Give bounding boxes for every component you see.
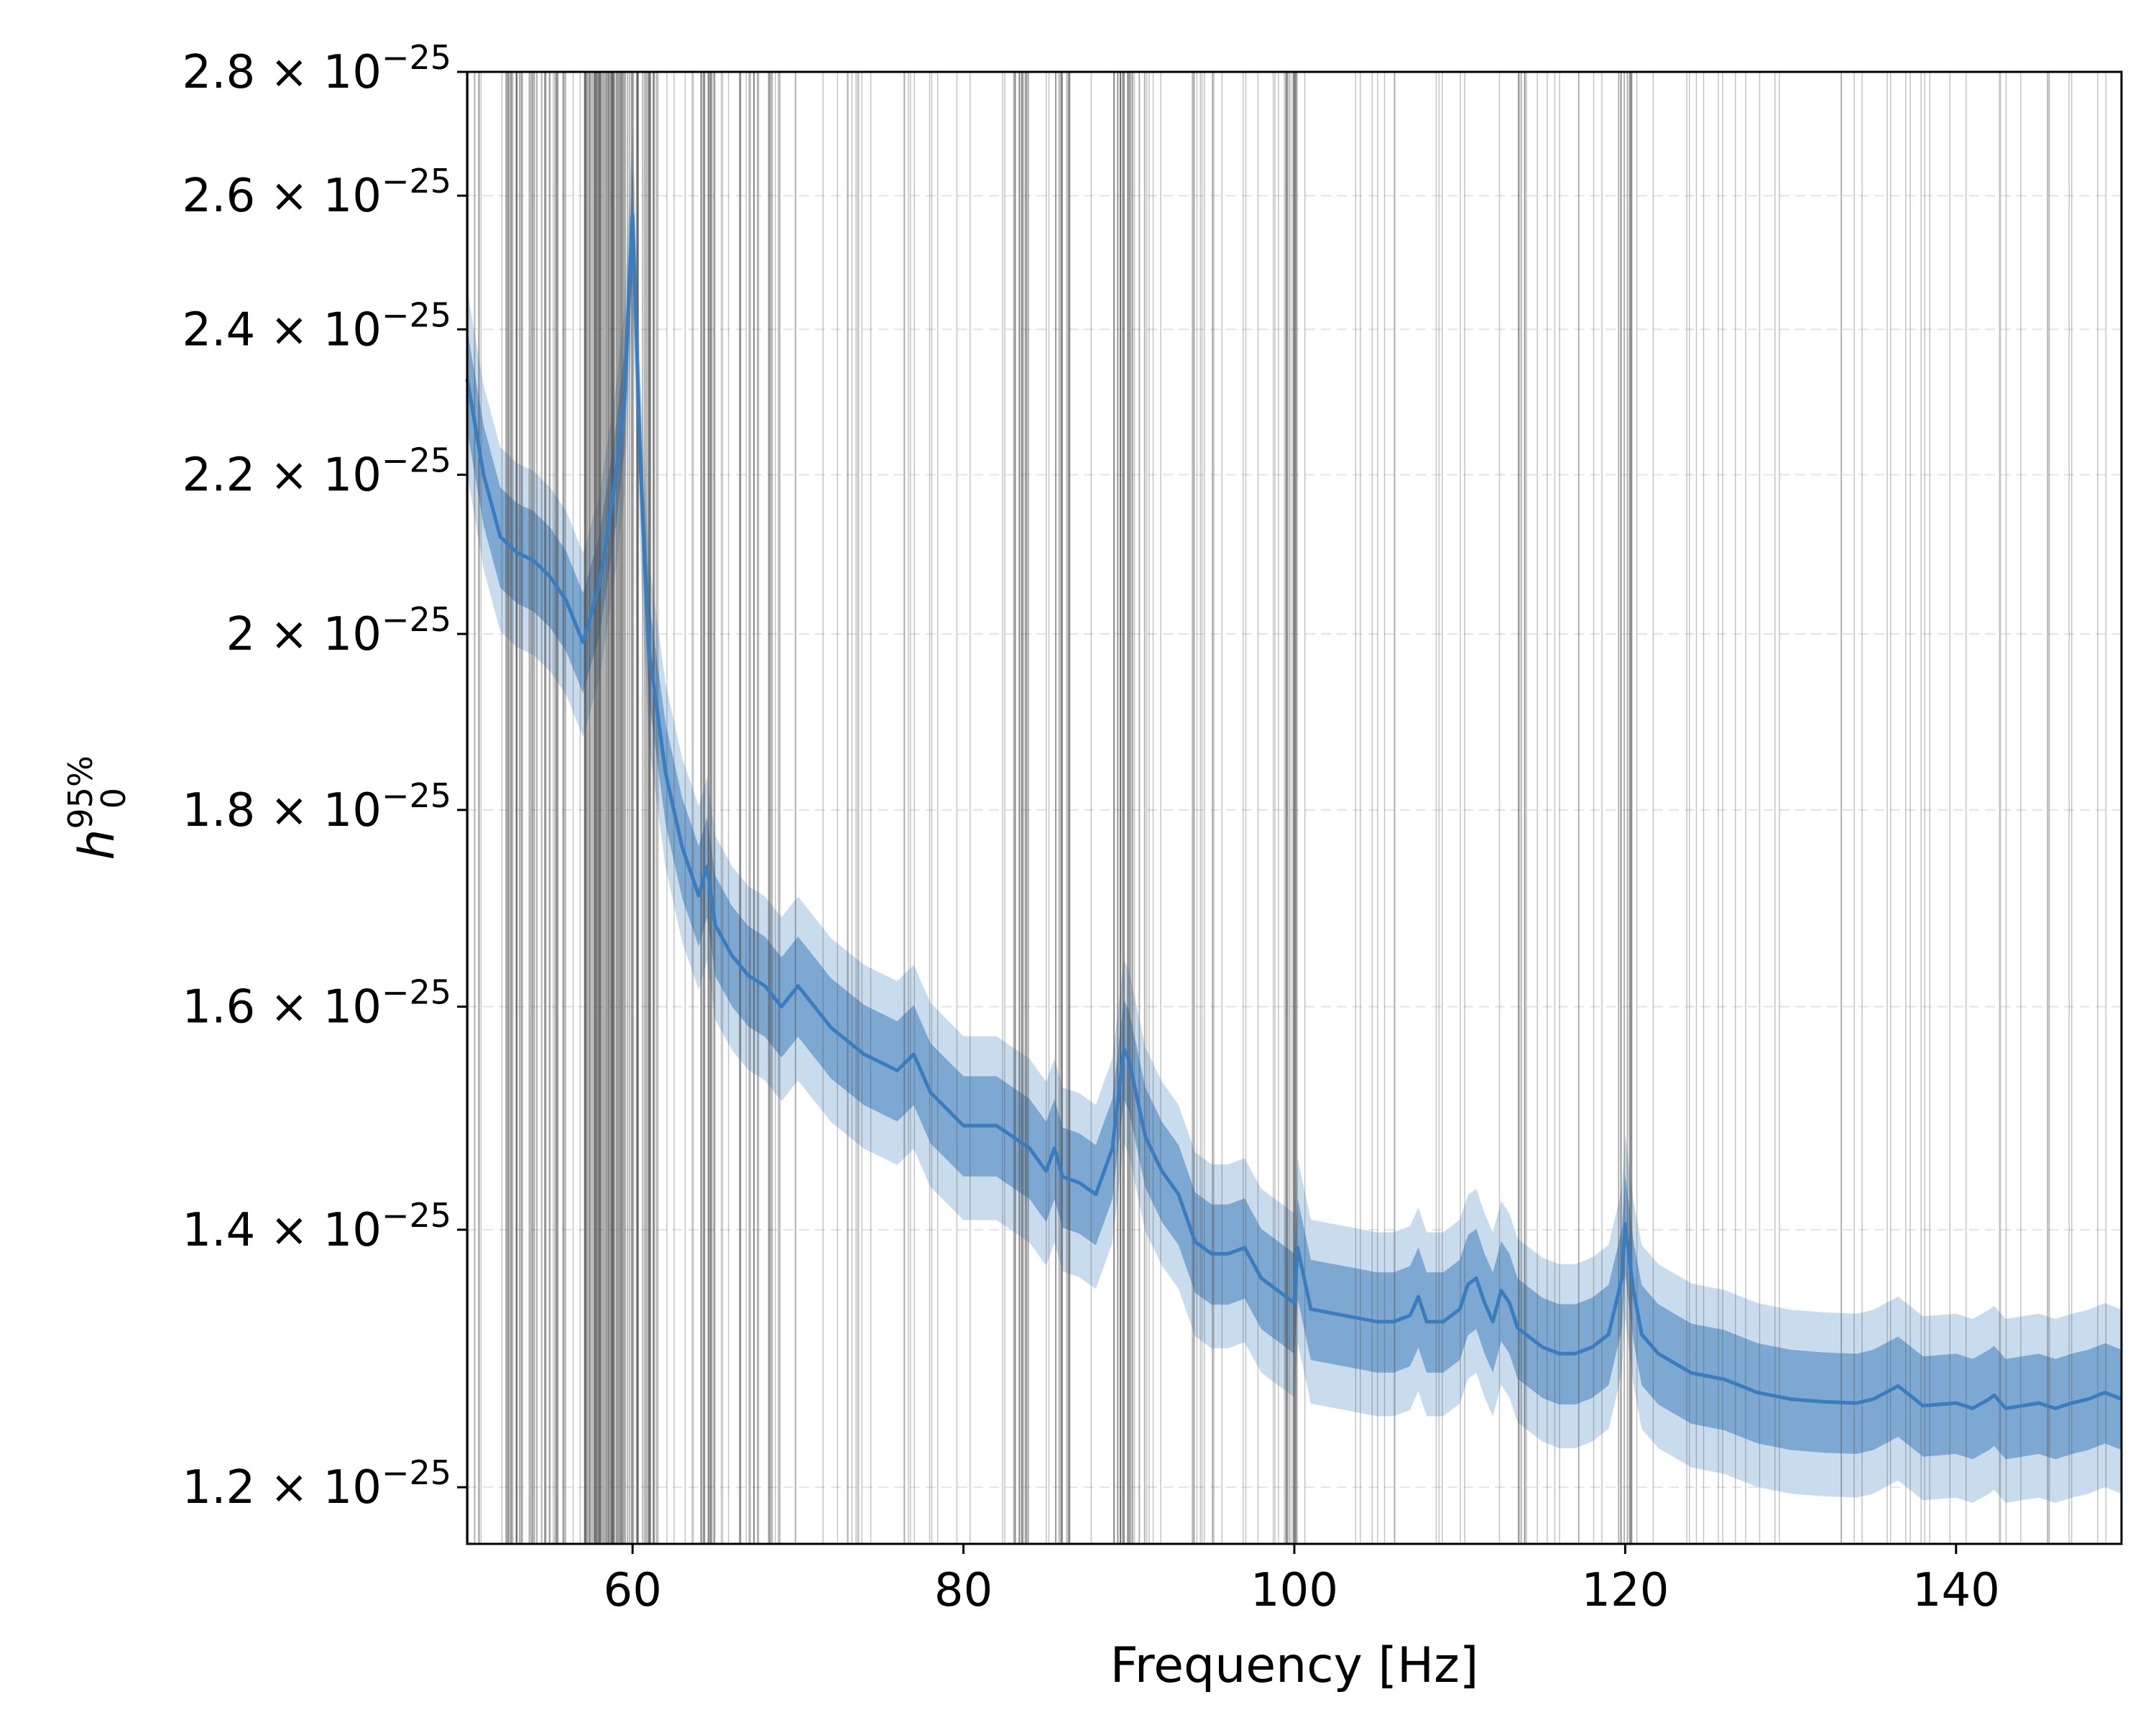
y-tick-label: 2.4 × 10−25 [182, 295, 451, 356]
y-tick-label: 2 × 10−25 [226, 600, 451, 661]
y-tick-label: 1.8 × 10−25 [182, 776, 451, 837]
x-axis-ticks: 60 80 100 120 140 [603, 1544, 2000, 1617]
y-axis-label: h95%0 [61, 755, 133, 860]
x-tick-label: 120 [1581, 1564, 1669, 1617]
x-tick-label: 80 [934, 1564, 992, 1617]
veto-lines [468, 72, 2107, 1544]
y-label-base: h [69, 829, 126, 860]
y-label-sub: 0 [94, 788, 133, 809]
y-tick-label: 2.8 × 10−25 [182, 38, 451, 99]
series-line [465, 213, 2122, 1410]
x-tick-label: 140 [1912, 1564, 2000, 1617]
y-axis-ticks: 1.2 × 10−25 1.4 × 10−25 1.6 × 10−25 1.8 × 1… [182, 38, 467, 1514]
x-tick-label: 100 [1250, 1564, 1338, 1617]
x-axis-label: Frequency [Hz] [1110, 1637, 1479, 1694]
y-tick-label: 1.2 × 10−25 [182, 1453, 451, 1514]
y-tick-label: 1.6 × 10−25 [182, 973, 451, 1034]
y-label-sup: 95% [61, 755, 100, 829]
x-tick-label: 60 [603, 1564, 661, 1617]
series-group [465, 213, 2122, 1410]
y-tick-label: 2.6 × 10−25 [182, 162, 451, 223]
y-tick-label: 2.2 × 10−25 [182, 441, 451, 502]
y-tick-label: 1.4 × 10−25 [182, 1196, 451, 1257]
